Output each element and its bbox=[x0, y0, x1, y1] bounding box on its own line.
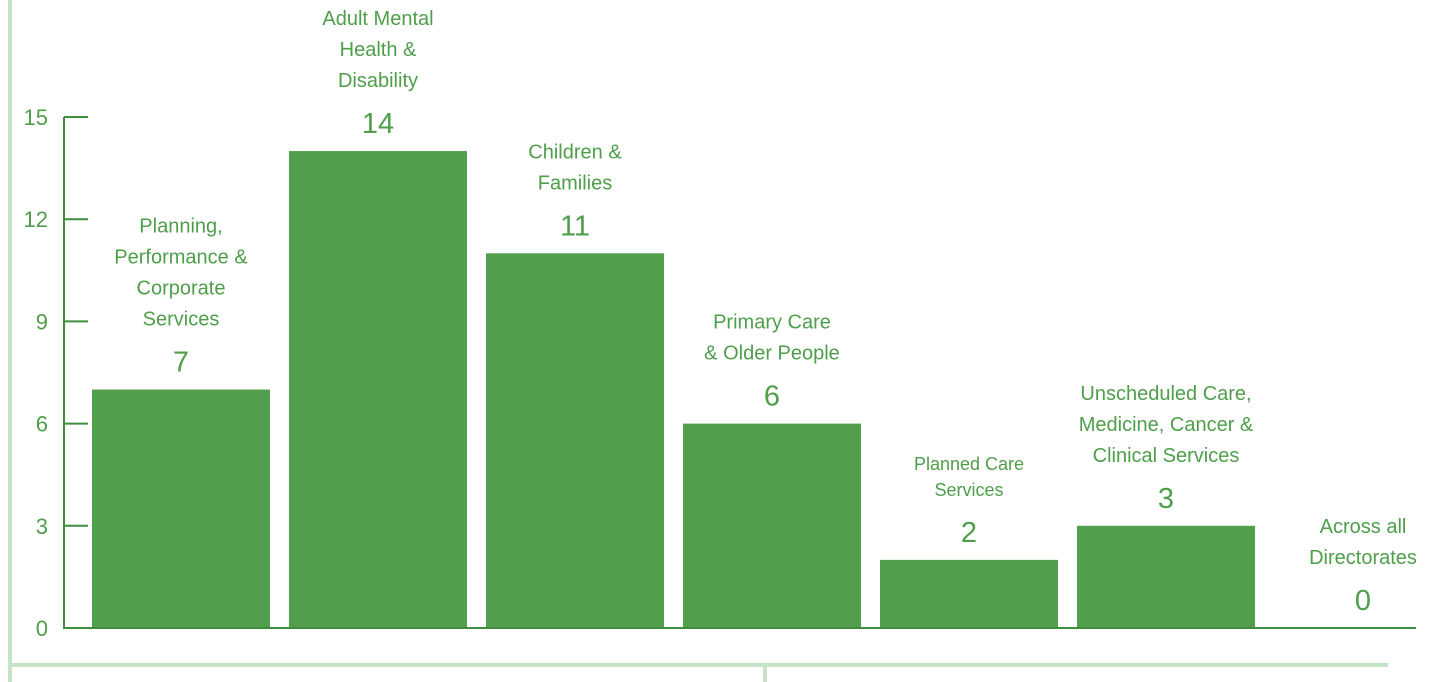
bars-group bbox=[92, 151, 1255, 629]
category-label-line: Across all bbox=[1320, 516, 1407, 538]
value-label: 0 bbox=[1355, 585, 1371, 617]
y-tick-label: 15 bbox=[24, 105, 48, 130]
labels-group: 7 Planning, Performance & Corporate Services… bbox=[114, 8, 1417, 617]
category-label: Across all Directorates bbox=[1309, 516, 1417, 569]
category-label-line: Corporate bbox=[137, 278, 226, 300]
category-label-line: Health & bbox=[340, 39, 417, 61]
bar bbox=[880, 559, 1058, 628]
category-label: Unscheduled Care, Medicine, Cancer & Clini… bbox=[1079, 383, 1254, 467]
category-label: Primary Care & Older People bbox=[704, 312, 840, 365]
category-label-line: Adult Mental bbox=[322, 8, 433, 30]
bar bbox=[486, 253, 664, 628]
category-label-line: Services bbox=[143, 309, 220, 331]
category-label-line: Children & bbox=[528, 141, 622, 163]
category-label-line: & Older People bbox=[704, 343, 840, 365]
value-label: 14 bbox=[362, 108, 394, 140]
category-label: Adult Mental Health & Disability bbox=[322, 8, 433, 92]
y-tick-label: 3 bbox=[36, 514, 48, 539]
category-label: Planning, Performance & Corporate Services bbox=[114, 216, 248, 331]
category-label-line: Clinical Services bbox=[1093, 445, 1240, 467]
value-label: 3 bbox=[1158, 483, 1174, 515]
value-label: 11 bbox=[560, 210, 590, 242]
category-label: Planned Care Services bbox=[914, 454, 1024, 500]
category-label-line: Performance & bbox=[114, 247, 248, 269]
category-label-line: Planned Care bbox=[914, 454, 1024, 474]
category-label-line: Families bbox=[538, 172, 612, 194]
value-label: 6 bbox=[764, 381, 780, 413]
category-label-line: Medicine, Cancer & bbox=[1079, 414, 1254, 436]
value-label: 7 bbox=[173, 347, 189, 379]
category-label-line: Disability bbox=[338, 70, 418, 92]
category-label-line: Unscheduled Care, bbox=[1080, 383, 1251, 405]
y-tick-label: 12 bbox=[24, 207, 48, 232]
axes-group: 0 3 6 9 12 15 bbox=[24, 105, 1416, 641]
value-label: 2 bbox=[961, 517, 977, 549]
category-label-line: Services bbox=[934, 480, 1003, 500]
bar bbox=[289, 151, 467, 629]
category-label-line: Directorates bbox=[1309, 547, 1417, 569]
bar bbox=[92, 389, 270, 628]
chart-frame bbox=[8, 0, 1388, 682]
category-label-line: Planning, bbox=[139, 216, 222, 238]
category-label-line: Primary Care bbox=[713, 312, 831, 334]
category-label: Children & Families bbox=[528, 141, 622, 194]
bar bbox=[683, 423, 861, 628]
y-tick-label: 6 bbox=[36, 412, 48, 437]
y-tick-label: 9 bbox=[36, 309, 48, 334]
y-tick-label: 0 bbox=[36, 616, 48, 641]
bar bbox=[1077, 525, 1255, 628]
